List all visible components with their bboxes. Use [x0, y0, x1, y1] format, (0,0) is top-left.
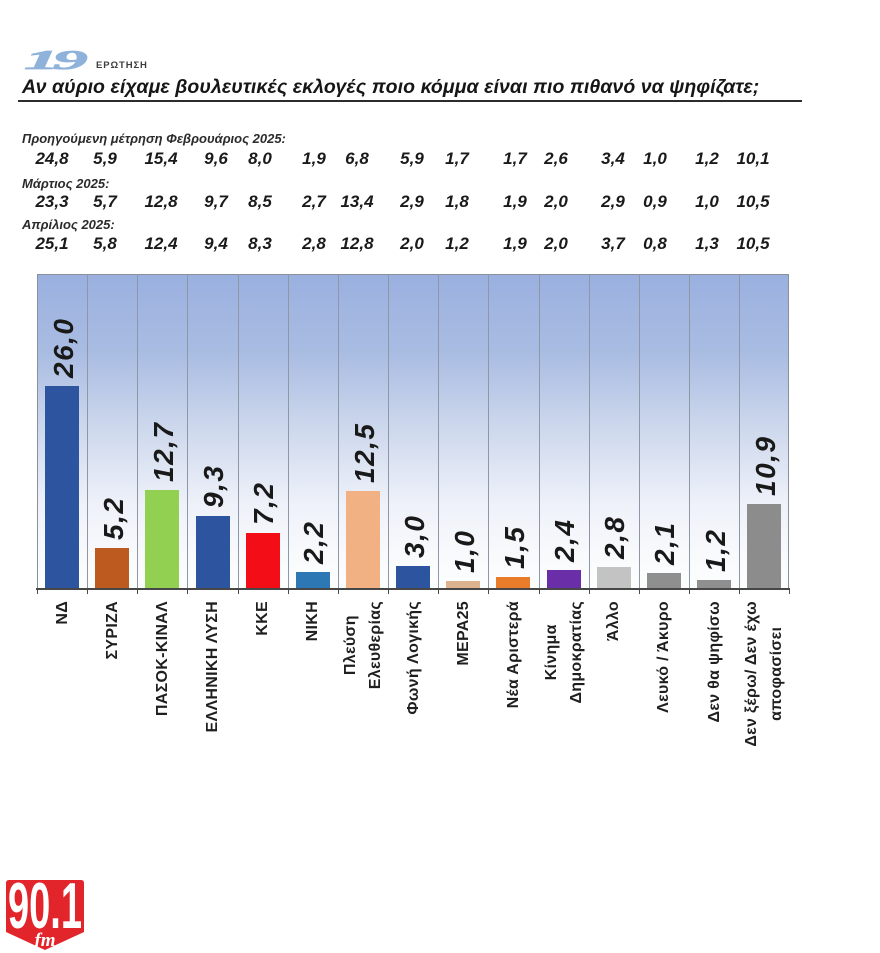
svg-text:90.1: 90.1: [8, 878, 82, 942]
svg-text:fm: fm: [34, 930, 55, 951]
